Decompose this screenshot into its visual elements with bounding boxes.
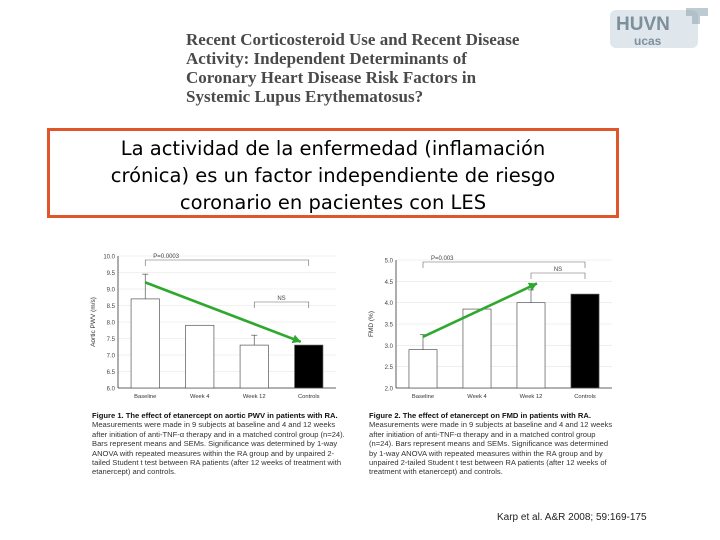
y-axis-label: Aortic PWV (m/s) (90, 297, 97, 347)
bar (462, 308, 492, 389)
figure-1-svg: 6.0 6.5 7.0 7.5 8.0 8.5 9.0 9.5 10.0 Aortic PWV (… (90, 254, 336, 400)
article-title-line: Recent Corticosteroid Use and Recent Dis… (186, 30, 520, 49)
trend-arrow-head (527, 282, 537, 291)
ns-label: NS (554, 267, 562, 273)
y-tick-label: 2.0 (385, 387, 394, 393)
figure-1-caption: Figure 1. The effect of etanercept on ao… (92, 411, 350, 477)
y-axis-label: FMD (%) (368, 311, 375, 337)
x-tick-label: Baseline (412, 394, 434, 400)
y-tick-label: 9.5 (107, 271, 116, 277)
bar (294, 344, 324, 389)
figure-2-caption-body: Measurements were made in 9 subjects at … (369, 420, 613, 477)
bar (408, 349, 438, 389)
trend-arrow-line (144, 281, 302, 344)
y-tick-label: 4.0 (385, 301, 394, 307)
figure-2-svg: 2.0 2.5 3.0 3.5 4.0 4.5 5.0 FMD (%) Baseline Week… (368, 256, 612, 400)
citation: Karp et al. A&R 2008; 59:169-175 (497, 512, 647, 523)
y-tick-label: 2.5 (385, 365, 394, 371)
article-title-line: Coronary Heart Disease Risk Factors in (186, 68, 477, 87)
p-value-label: P=0.0003 (153, 254, 180, 260)
article-title: Recent Corticosteroid Use and Recent Dis… (186, 30, 606, 106)
y-tick-label: 7.5 (107, 337, 116, 343)
y-tick-label: 3.5 (385, 323, 394, 329)
logo-backdrop (610, 10, 698, 48)
figure-1-caption-body: Measurements were made in 9 subjects at … (92, 420, 345, 477)
bar (516, 302, 546, 389)
y-tick-label: 10.0 (103, 255, 115, 261)
x-tick-label: Week 4 (467, 394, 487, 400)
y-tick-label: 6.0 (107, 387, 116, 393)
p-value-label: P=0.003 (431, 256, 454, 262)
y-tick-label: 8.0 (107, 321, 116, 327)
x-tick-label: Week 12 (243, 394, 266, 400)
y-tick-label: 7.0 (107, 354, 116, 360)
logo-text-bottom: ucas (634, 34, 662, 48)
bar (185, 324, 215, 389)
x-tick-label: Week 12 (520, 394, 543, 400)
y-tick-label: 6.5 (107, 370, 116, 376)
logo-text-top: HUVN (616, 14, 670, 35)
figure-1-chart: 6.0 6.5 7.0 7.5 8.0 8.5 9.0 9.5 10.0 Aortic PWV (… (86, 238, 346, 408)
ns-bracket (253, 301, 310, 308)
figure-2-chart: 2.0 2.5 3.0 3.5 4.0 4.5 5.0 FMD (%) Baseline Week… (364, 248, 619, 408)
x-tick-label: Controls (298, 394, 320, 400)
significance-bracket (144, 259, 310, 266)
figure-1-caption-label: Figure 1. (92, 411, 124, 420)
x-tick-label: Baseline (134, 394, 156, 400)
figure-2-caption-label: Figure 2. (369, 411, 401, 420)
logo-cross (686, 8, 708, 24)
y-tick-label: 5.0 (385, 259, 394, 265)
callout-line: crónica) es un factor independiente de r… (110, 164, 556, 187)
callout-line: La actividad de la enfermedad (inflamaci… (120, 137, 546, 160)
ns-bracket (530, 272, 586, 279)
article-title-line: Activity: Independent Determinants of (186, 49, 467, 68)
bar (570, 293, 600, 389)
y-tick-label: 8.5 (107, 304, 116, 310)
x-tick-label: Controls (574, 394, 596, 400)
key-message-callout: La actividad de la enfermedad (inflamaci… (47, 128, 619, 218)
y-tick-label: 4.5 (385, 280, 394, 286)
figure-2-caption: Figure 2. The effect of etanercept on FM… (369, 411, 617, 477)
ns-label: NS (277, 296, 285, 302)
figure-1-caption-title: The effect of etanercept on aortic PWV i… (125, 411, 338, 420)
article-title-line: Systemic Lupus Erythematosus? (186, 87, 424, 106)
x-tick-label: Week 4 (190, 394, 210, 400)
callout-line: coronario en pacientes con LES (179, 191, 487, 214)
y-tick-label: 9.0 (107, 288, 116, 294)
trend-arrow-line (422, 282, 538, 338)
trend-arrow-head (291, 334, 301, 344)
bar (239, 344, 269, 389)
y-tick-label: 3.0 (385, 344, 394, 350)
huvn-logo: HUVN ucas (610, 8, 708, 48)
significance-bracket (422, 261, 586, 268)
figure-2-caption-title: The effect of etanercept on FMD in patie… (402, 411, 591, 420)
bar (130, 298, 160, 389)
